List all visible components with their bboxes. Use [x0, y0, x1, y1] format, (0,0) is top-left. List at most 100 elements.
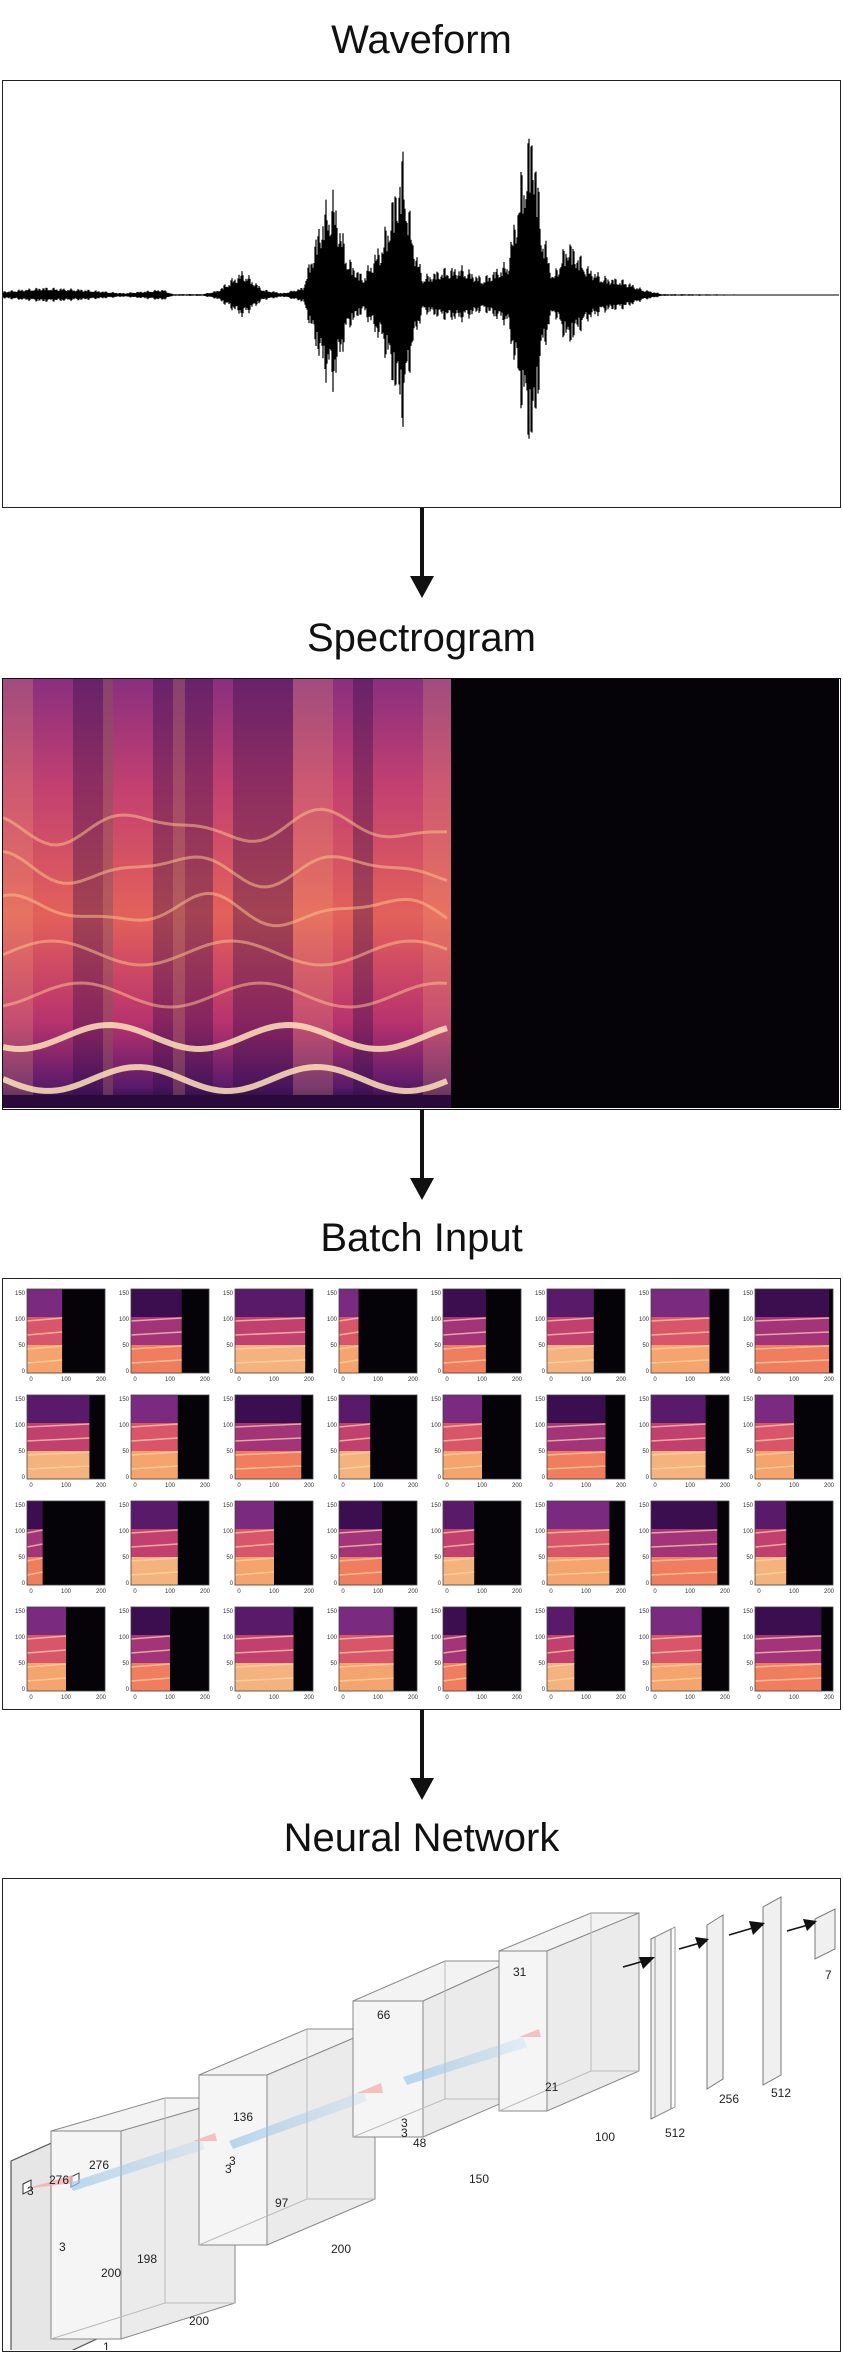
batch-x-tick: 200 — [720, 1695, 731, 1701]
batch-x-tick: 200 — [720, 1589, 731, 1595]
batch-y-tick: 50 — [330, 1449, 337, 1455]
batch-y-tick: 150 — [535, 1503, 546, 1509]
batch-x-tick: 200 — [408, 1377, 419, 1383]
batch-y-tick: 0 — [646, 1369, 650, 1375]
batch-y-tick: 0 — [542, 1687, 546, 1693]
batch-y-tick: 150 — [327, 1503, 338, 1509]
batch-x-tick: 0 — [653, 1377, 657, 1383]
batch-x-tick: 100 — [789, 1483, 800, 1489]
batch-y-tick: 150 — [743, 1397, 754, 1403]
batch-y-tick: 100 — [119, 1529, 130, 1535]
batch-y-tick: 50 — [538, 1449, 545, 1455]
batch-thumbnail: 150 100 50 00 100 200 — [119, 1394, 211, 1489]
batch-x-tick: 200 — [304, 1589, 315, 1595]
batch-thumbnail: 150 100 50 00 100 200 — [223, 1288, 315, 1383]
batch-y-tick: 150 — [119, 1503, 130, 1509]
batch-y-tick: 50 — [538, 1555, 545, 1561]
batch-y-tick: 150 — [223, 1291, 234, 1297]
batch-y-tick: 0 — [22, 1369, 26, 1375]
batch-y-tick: 100 — [223, 1317, 234, 1323]
batch-y-tick: 0 — [750, 1475, 754, 1481]
dense1-label: 512 — [665, 2126, 685, 2140]
batch-y-tick: 150 — [119, 1609, 130, 1615]
batch-thumbnail: 150 100 50 00 100 200 — [743, 1606, 835, 1701]
batch-x-tick: 100 — [789, 1377, 800, 1383]
batch-y-tick: 0 — [750, 1369, 754, 1375]
batch-thumbnail: 150 100 50 00 100 200 — [431, 1500, 523, 1595]
batch-x-tick: 200 — [824, 1695, 835, 1701]
conv1-label-width: 198 — [137, 2252, 157, 2266]
batch-x-tick: 200 — [200, 1589, 211, 1595]
batch-y-tick: 0 — [646, 1475, 650, 1481]
batch-y-tick: 150 — [743, 1291, 754, 1297]
batch-y-tick: 0 — [542, 1581, 546, 1587]
batch-input-panel: 150 100 50 0 0 100 200 150 100 50 0 0 100 200 150 100 50… — [2, 1278, 841, 1710]
batch-thumbnail: 150 100 50 00 100 200 — [431, 1394, 523, 1489]
batch-thumbnail: 150 100 50 00 100 200 — [223, 1394, 315, 1489]
batch-y-tick: 150 — [743, 1503, 754, 1509]
batch-x-tick: 200 — [616, 1377, 627, 1383]
batch-y-tick: 150 — [223, 1503, 234, 1509]
batch-y-tick: 50 — [226, 1343, 233, 1349]
input-label-depth: 1 — [103, 2340, 110, 2350]
batch-y-tick: 150 — [431, 1503, 442, 1509]
batch-x-tick: 0 — [133, 1483, 137, 1489]
batch-y-tick: 150 — [15, 1503, 26, 1509]
neural-network-title: Neural Network — [283, 1816, 560, 1860]
batch-x-tick: 200 — [96, 1483, 107, 1489]
batch-x-tick: 100 — [269, 1377, 280, 1383]
batch-y-tick: 0 — [750, 1581, 754, 1587]
batch-thumbnail: 150 100 50 00 100 200 — [535, 1288, 627, 1383]
batch-y-tick: 50 — [226, 1555, 233, 1561]
batch-x-tick: 100 — [373, 1589, 384, 1595]
batch-x-tick: 200 — [200, 1695, 211, 1701]
input-label-height: 276 — [49, 2173, 69, 2187]
batch-y-tick: 0 — [334, 1581, 338, 1587]
batch-x-tick: 0 — [341, 1483, 345, 1489]
batch-x-tick: 0 — [29, 1589, 33, 1595]
batch-y-tick: 100 — [639, 1423, 650, 1429]
batch-y-tick: 100 — [639, 1635, 650, 1641]
batch-x-tick: 200 — [616, 1483, 627, 1489]
batch-y-tick: 100 — [743, 1317, 754, 1323]
conv2-label-depth: 200 — [331, 2242, 351, 2256]
batch-thumbnail: 150 100 50 00 100 200 — [327, 1500, 419, 1595]
batch-y-tick: 50 — [18, 1555, 25, 1561]
batch-x-tick: 100 — [581, 1377, 592, 1383]
batch-x-tick: 100 — [165, 1589, 176, 1595]
batch-y-tick: 100 — [119, 1635, 130, 1641]
batch-thumbnail: 150 100 50 00 100 200 — [743, 1288, 835, 1383]
batch-x-tick: 0 — [133, 1695, 137, 1701]
batch-x-tick: 200 — [720, 1483, 731, 1489]
input-label-width: 200 — [101, 2266, 121, 2280]
batch-thumbnail: 150 100 50 00 100 200 — [639, 1394, 731, 1489]
batch-thumbnail: 150 100 50 00 100 200 — [119, 1606, 211, 1701]
batch-thumbnail: 150 100 50 00 100 200 — [743, 1394, 835, 1489]
conv2-label-width: 97 — [275, 2196, 289, 2210]
batch-x-tick: 200 — [512, 1589, 523, 1595]
batch-x-tick: 200 — [824, 1483, 835, 1489]
conv3-kernel-b: 3 — [401, 2126, 408, 2140]
batch-x-tick: 0 — [757, 1377, 761, 1383]
spectrogram-title: Spectrogram — [307, 616, 536, 660]
batch-x-tick: 0 — [341, 1589, 345, 1595]
batch-x-tick: 0 — [237, 1695, 241, 1701]
batch-x-tick: 200 — [616, 1589, 627, 1595]
batch-x-tick: 100 — [165, 1483, 176, 1489]
batch-y-tick: 0 — [230, 1581, 234, 1587]
batch-x-tick: 100 — [685, 1377, 696, 1383]
batch-y-tick: 100 — [119, 1423, 130, 1429]
batch-thumbnail: 150 100 50 00 100 200 — [15, 1394, 107, 1489]
batch-y-tick: 0 — [334, 1369, 338, 1375]
batch-y-tick: 150 — [15, 1609, 26, 1615]
batch-x-tick: 0 — [445, 1377, 449, 1383]
batch-y-tick: 100 — [15, 1423, 26, 1429]
batch-y-tick: 100 — [15, 1635, 26, 1641]
batch-y-tick: 0 — [438, 1581, 442, 1587]
batch-thumbnail: 150 100 50 00 100 200 — [639, 1288, 731, 1383]
batch-y-tick: 50 — [746, 1343, 753, 1349]
batch-x-tick: 100 — [477, 1695, 488, 1701]
kernel-label-a: 3 — [27, 2184, 34, 2198]
batch-y-tick: 150 — [431, 1291, 442, 1297]
batch-x-tick: 100 — [269, 1589, 280, 1595]
